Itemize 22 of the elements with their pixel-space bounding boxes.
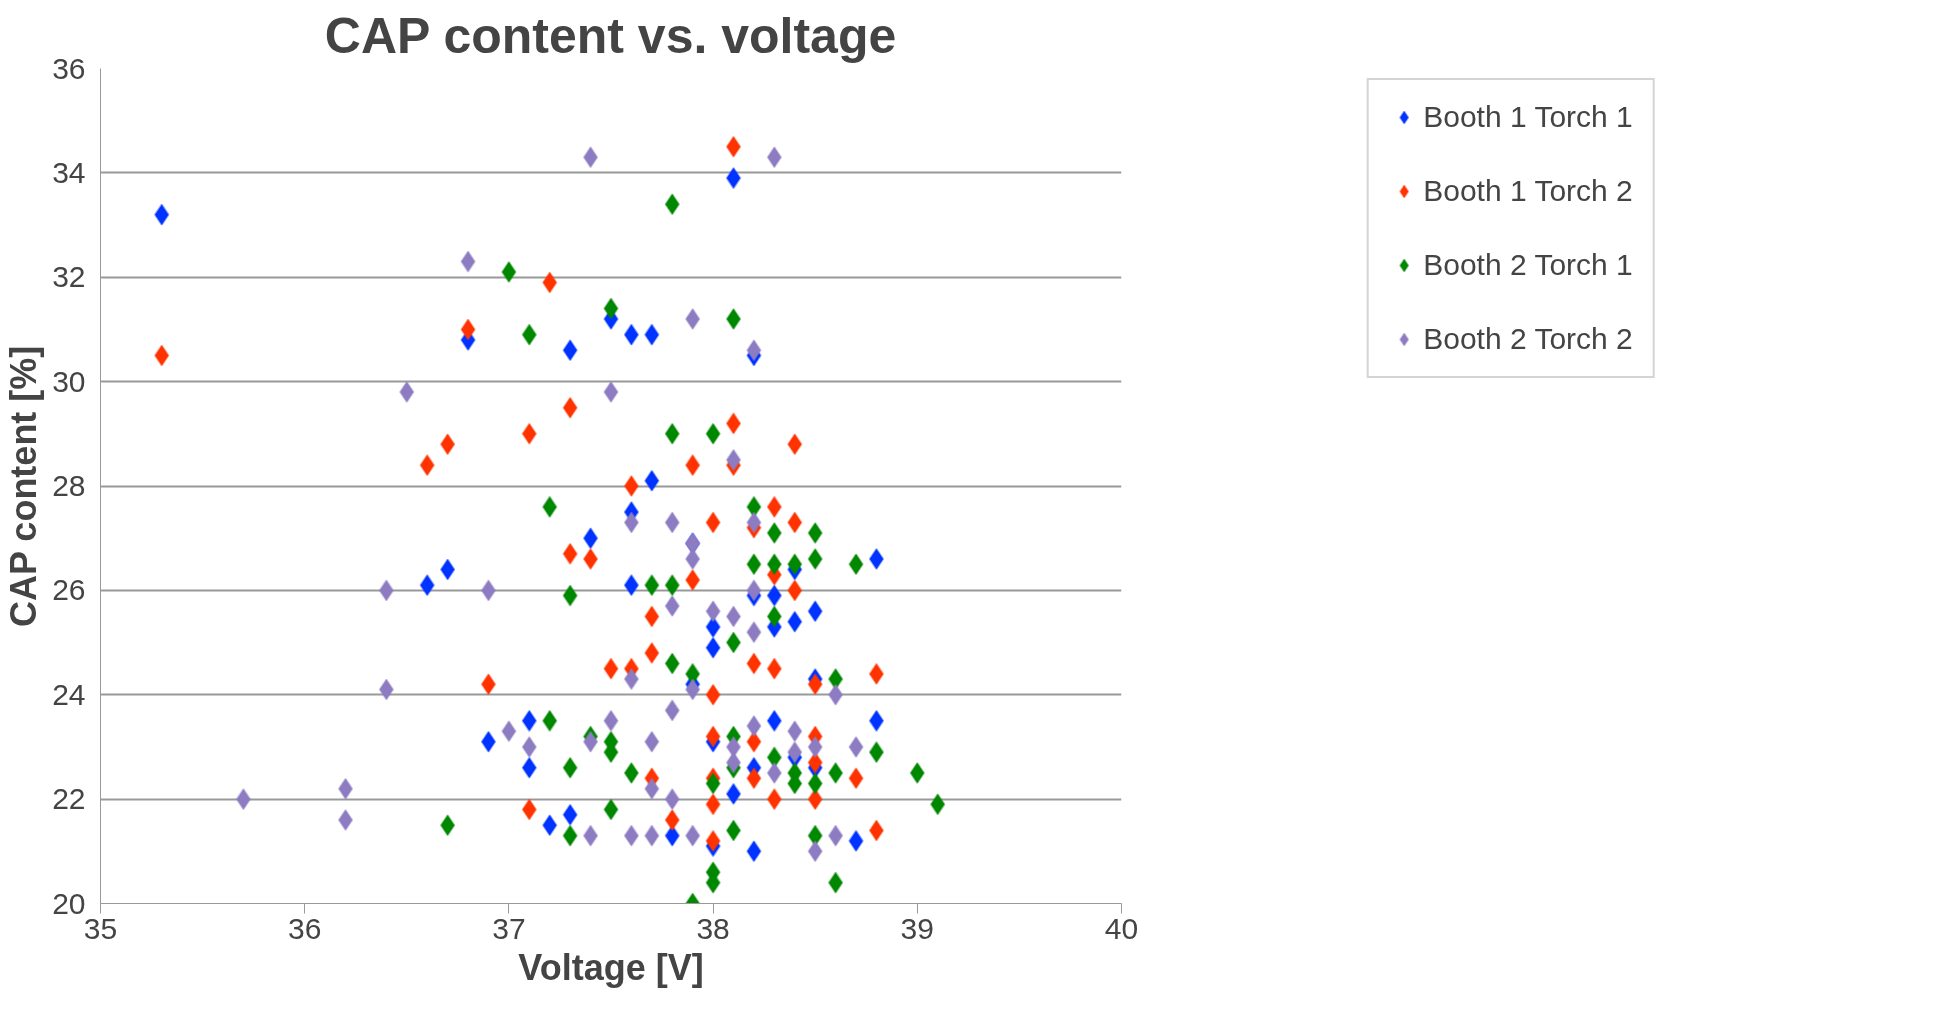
y-tick-label: 34	[52, 155, 86, 189]
y-tick-label: 26	[52, 573, 86, 607]
x-tick-label: 38	[696, 911, 730, 945]
y-tick-label: 32	[52, 260, 86, 294]
x-tick-label: 35	[83, 911, 118, 945]
legend-label: Booth 1 Torch 1	[1423, 100, 1633, 134]
y-tick-label: 20	[52, 886, 86, 920]
y-axis-title: CAP content [%]	[3, 345, 45, 627]
legend-label: Booth 2 Torch 1	[1423, 248, 1633, 282]
x-tick-label: 39	[900, 911, 934, 945]
y-tick-label: 24	[52, 677, 86, 711]
y-tick-label: 36	[52, 51, 86, 85]
chart-title: CAP content vs. voltage	[324, 7, 897, 64]
x-tick-label: 40	[1104, 911, 1139, 945]
y-tick-label: 28	[52, 469, 86, 502]
legend-label: Booth 2 Torch 2	[1423, 322, 1633, 356]
y-tick-label: 30	[52, 364, 86, 398]
legend-label: Booth 1 Torch 2	[1423, 174, 1633, 208]
x-axis-title: Voltage [V]	[518, 946, 704, 988]
x-tick-label: 36	[288, 911, 322, 945]
x-tick-label: 37	[492, 911, 526, 945]
y-tick-label: 22	[52, 782, 86, 816]
